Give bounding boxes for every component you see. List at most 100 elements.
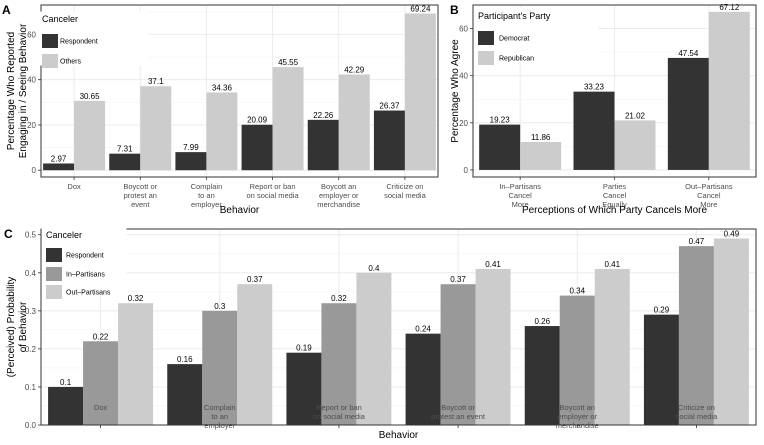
x-tick-label: on social media [247, 191, 300, 200]
y-axis-title: Engaging in / Seeing Behavior [18, 23, 29, 158]
data-label: 34.36 [212, 83, 233, 92]
bar [286, 352, 322, 425]
x-tick-label: Boycott or [123, 182, 157, 191]
panel-border [40, 228, 757, 426]
x-tick-label: Parties [603, 182, 627, 191]
plot-area [41, 229, 756, 425]
x-tick-label: Cancel [697, 191, 721, 200]
legend-swatch [478, 31, 494, 45]
data-label: 19.23 [490, 116, 511, 125]
x-tick-label: protest an event [431, 412, 486, 421]
bar [708, 11, 750, 170]
data-label: 0.3 [214, 302, 226, 311]
x-tick-label: More [512, 200, 529, 209]
bar [573, 91, 615, 170]
bar [667, 57, 709, 170]
x-tick-label: Boycott an [321, 182, 356, 191]
bar [643, 314, 679, 425]
x-tick-label: Cancel [603, 191, 627, 200]
data-label: 0.49 [724, 230, 740, 239]
data-label: 0.16 [177, 355, 193, 364]
y-tick-label: 40 [27, 76, 36, 85]
bar [206, 92, 238, 171]
x-tick-label: In–Partisans [499, 182, 541, 191]
bar [559, 295, 595, 425]
data-label: 11.86 [531, 133, 551, 142]
bar [43, 163, 75, 171]
bar [272, 67, 304, 171]
y-tick-label: 40 [459, 72, 468, 81]
bar [713, 238, 749, 425]
bar [167, 364, 203, 425]
data-label: 0.41 [485, 260, 501, 269]
bar [405, 333, 441, 425]
x-tick-label: Equally [602, 200, 627, 209]
x-tick-label: Report or ban [316, 403, 362, 412]
x-tick-label: social media [676, 412, 719, 421]
data-label: 0.1 [60, 378, 72, 387]
bar [520, 141, 562, 170]
y-axis-title: Percentage Who Reported [6, 32, 17, 150]
panel-a: 0 20 40 60 2.97 7.31 7.99 20.09 22.26 26.37 30.65 3… [2, 3, 439, 216]
bar [140, 86, 172, 171]
x-tick-label: employer or [557, 412, 597, 421]
data-label: 33.23 [584, 83, 605, 92]
x-tick-label: Cancel [508, 191, 532, 200]
data-label: 67.12 [719, 3, 740, 12]
legend-swatch [42, 34, 58, 48]
legend-title: Participant's Party [478, 11, 551, 21]
legend-label: Democrat [499, 36, 529, 43]
data-label: 20.09 [247, 116, 268, 125]
data-label: 47.54 [678, 49, 699, 58]
y-tick-label: 0.5 [25, 231, 37, 240]
data-label: 26.37 [379, 102, 400, 111]
legend-swatch [46, 267, 62, 281]
data-label: 0.32 [128, 294, 144, 303]
legend-label: Respondent [66, 253, 104, 260]
legend-title: Canceler [46, 230, 82, 240]
legend-label: In–Partisans [66, 272, 105, 279]
data-label: 0.34 [569, 287, 585, 296]
y-tick-label: 0.4 [25, 269, 37, 278]
x-tick-label: Dox [94, 403, 108, 412]
y-axis-title: of Behavior [18, 301, 29, 352]
x-tick-label: on social media [313, 412, 366, 421]
bar [475, 268, 511, 425]
data-label: 0.37 [247, 275, 263, 284]
data-label: 0.22 [93, 332, 109, 341]
legend-box [41, 228, 127, 296]
bar [307, 119, 339, 171]
data-label: 0.19 [296, 344, 312, 353]
data-label: 0.4 [368, 264, 380, 273]
bar [614, 120, 656, 170]
bar [175, 152, 207, 171]
x-tick-label: Boycott or [441, 403, 475, 412]
legend: Canceler Respondent In–Partisans Out–Partis… [41, 228, 127, 299]
bar [74, 100, 106, 171]
data-label: 21.02 [625, 111, 646, 120]
bar [321, 303, 357, 425]
legend-box [473, 7, 599, 60]
panel-letter: B [450, 3, 459, 17]
x-tick-label: merchandise [556, 421, 599, 430]
x-tick-label: employer or [319, 191, 359, 200]
data-label: 42.29 [344, 66, 365, 75]
data-label: 7.31 [117, 145, 133, 154]
legend-swatch [46, 248, 62, 262]
bar [440, 284, 476, 425]
panel-c: 0.0 0.1 0.2 0.3 0.4 0.5 0.1 0.16 0.19 0.24 0.26 0.2… [4, 227, 757, 441]
bar [118, 303, 154, 425]
y-tick-label: 0 [464, 166, 469, 175]
bar [524, 326, 560, 425]
x-tick-label: employer [191, 200, 222, 209]
bar [373, 110, 405, 171]
bar [404, 13, 436, 171]
x-tick-label: to an [211, 412, 228, 421]
panel-border [40, 4, 439, 178]
y-tick-label: 20 [27, 121, 36, 130]
legend-swatch [478, 51, 494, 65]
x-tick-label: More [700, 200, 717, 209]
x-tick-label: employer [204, 421, 235, 430]
bar [237, 284, 273, 425]
x-tick-label: Out–Partisans [685, 182, 733, 191]
